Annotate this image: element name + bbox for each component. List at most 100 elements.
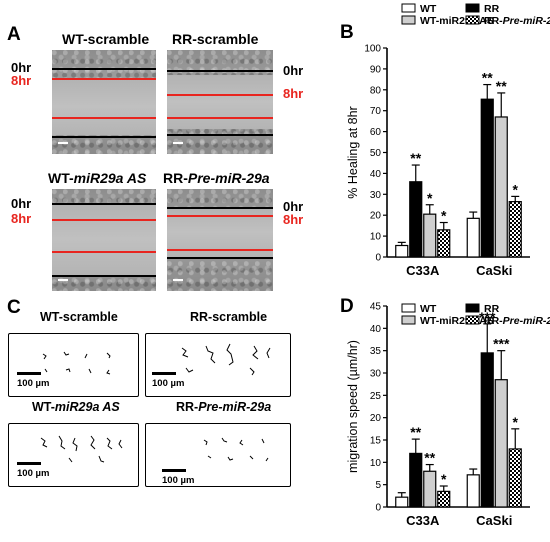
- image-title-rr-scramble: RR-scramble: [172, 31, 259, 47]
- scale-label: 100 µm: [162, 475, 195, 486]
- micrograph-rr-pre-mir-29a: [167, 189, 273, 291]
- y-tick-label: 90: [370, 64, 382, 75]
- eight-hour-line: [52, 219, 156, 221]
- bar: [437, 490, 451, 508]
- bar: [480, 98, 494, 258]
- significance-mark: ***: [479, 309, 496, 325]
- y-tick-label: 10: [370, 232, 382, 243]
- significance-mark: *: [441, 208, 447, 224]
- legend-swatch: [465, 3, 480, 13]
- panel-label-b: B: [340, 22, 354, 43]
- y-tick-label: 0: [375, 253, 381, 264]
- bar: [494, 379, 508, 508]
- eight-hour-line: [52, 117, 156, 119]
- significance-mark: **: [482, 70, 493, 86]
- significance-mark: **: [424, 450, 435, 466]
- y-tick-label: 10: [370, 458, 382, 469]
- scale-bar: [58, 142, 68, 144]
- bar: [395, 496, 409, 508]
- scale-bar: [58, 279, 68, 281]
- cell-tracks: [181, 343, 271, 376]
- eight-hour-line: [167, 215, 273, 217]
- scale-bar: [152, 372, 176, 375]
- y-tick-label: 15: [370, 436, 382, 447]
- track-box-rr-pre-mir-29a: RR-Pre-miR-29a 100 µm: [145, 400, 291, 487]
- scale-label: 100 µm: [152, 378, 185, 389]
- scale-bar: [17, 462, 41, 465]
- y-tick-label: 50: [370, 148, 382, 159]
- micrograph-rr-scramble: [167, 50, 273, 154]
- y-tick-label: 70: [370, 106, 382, 117]
- track-title: RR-scramble: [190, 310, 268, 324]
- y-tick-label: 20: [370, 413, 382, 424]
- significance-mark: *: [441, 471, 447, 487]
- zero-hour-line: [52, 68, 156, 70]
- panel-label-c: C: [7, 297, 21, 318]
- label-0hr: 0hr: [283, 199, 304, 214]
- x-category-label: C33A: [406, 263, 440, 275]
- scale-bar: [173, 279, 183, 281]
- label-8hr: 8hr: [11, 73, 32, 88]
- bar: [423, 470, 437, 508]
- significance-mark: **: [410, 424, 421, 440]
- legend-swatch: [465, 315, 480, 325]
- zero-hour-line: [167, 257, 273, 259]
- image-title-wt-mir29a-as: WT-miR29a AS: [48, 170, 147, 186]
- cell-tracks: [42, 351, 111, 375]
- image-title-rr-pre-mir-29a: RR-Pre-miR-29a: [163, 170, 270, 186]
- scale-label: 100 µm: [17, 378, 50, 389]
- legend-swatch: [401, 3, 416, 13]
- track-box-wt-scramble: WT-scramble 100 µm: [8, 310, 139, 397]
- track-box-rr-scramble: RR-scramble 100 µm: [145, 310, 291, 397]
- bar: [466, 217, 480, 258]
- significance-mark: ***: [493, 336, 510, 352]
- x-category-label: CaSki: [476, 263, 512, 275]
- y-tick-label: 40: [370, 324, 382, 335]
- panel-label-a: A: [7, 24, 21, 45]
- significance-mark: **: [410, 150, 421, 166]
- label-0hr: 0hr: [283, 63, 304, 78]
- cell-tracks: [40, 435, 123, 463]
- y-tick-label: 30: [370, 369, 382, 380]
- track-title: WT-miR29a AS: [32, 400, 120, 414]
- bar: [395, 244, 409, 258]
- label-0hr: 0hr: [11, 60, 32, 75]
- y-tick-label: 30: [370, 190, 382, 201]
- y-tick-label: 0: [375, 503, 381, 514]
- y-tick-label: 20: [370, 211, 382, 222]
- y-tick-label: 5: [375, 480, 381, 491]
- legend-label: RR-Pre-miR-29a: [484, 15, 550, 27]
- cell-tracks: [203, 437, 269, 462]
- eight-hour-line: [167, 117, 273, 119]
- panel-label-d: D: [340, 296, 354, 317]
- track-title: RR-Pre-miR-29a: [176, 400, 272, 414]
- legend-swatch: [465, 303, 480, 313]
- label-8hr: 8hr: [11, 211, 32, 226]
- zero-hour-line: [52, 136, 156, 138]
- legend-swatch: [401, 315, 416, 325]
- bar: [409, 181, 423, 258]
- x-category-label: C33A: [406, 513, 440, 528]
- label-8hr: 8hr: [283, 212, 304, 227]
- bar: [437, 229, 451, 258]
- eight-hour-line: [167, 249, 273, 251]
- legend-label: RR: [484, 303, 500, 315]
- legend-swatch: [401, 15, 416, 25]
- eight-hour-line: [52, 251, 156, 253]
- significance-mark: *: [513, 414, 519, 430]
- micrograph-wt-scramble: [52, 50, 156, 154]
- y-axis-title: migration speed (µm/hr): [346, 340, 360, 473]
- legend-label: WT: [420, 3, 437, 15]
- significance-mark: *: [513, 181, 519, 197]
- x-category-label: CaSki: [476, 513, 512, 528]
- label-8hr: 8hr: [283, 86, 304, 101]
- y-tick-label: 100: [364, 44, 381, 55]
- zero-hour-line: [167, 134, 273, 136]
- micrograph-wt-mir29a-as: [52, 189, 156, 291]
- eight-hour-line: [167, 94, 273, 96]
- significance-mark: *: [427, 190, 433, 206]
- bar: [409, 452, 423, 508]
- y-tick-label: 80: [370, 85, 382, 96]
